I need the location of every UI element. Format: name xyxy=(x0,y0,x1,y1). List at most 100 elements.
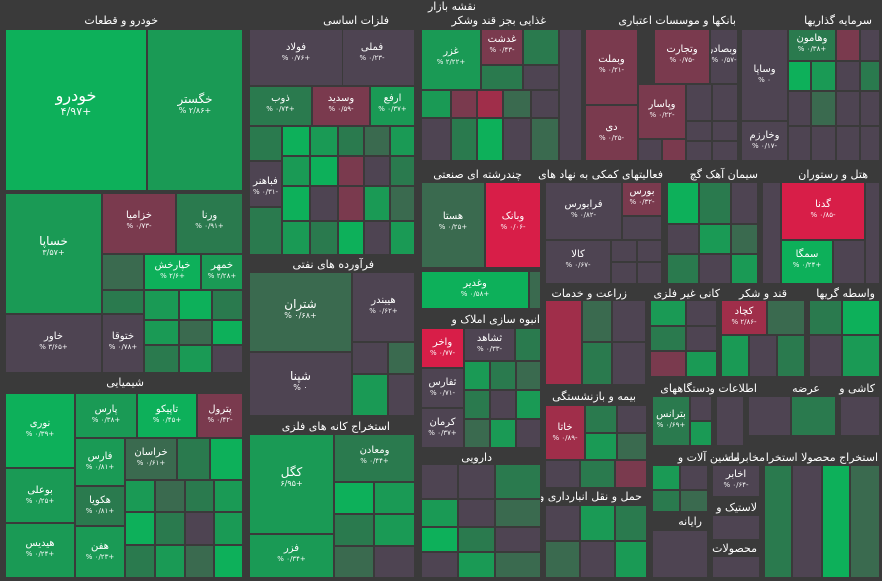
tile-unlabeled[interactable] xyxy=(421,499,458,527)
tile-unlabeled[interactable] xyxy=(212,320,243,345)
tile-unlabeled[interactable] xyxy=(523,29,559,65)
tile-vabsader[interactable]: وبصادر -۰/۵۷ % xyxy=(710,29,738,84)
tile-unlabeled[interactable] xyxy=(531,118,559,161)
tile-unlabeled[interactable] xyxy=(523,65,559,90)
tile-unlabeled[interactable] xyxy=(125,512,155,545)
tile-unlabeled[interactable] xyxy=(788,91,811,126)
tile-unlabeled[interactable] xyxy=(809,335,842,377)
tile-unlabeled[interactable] xyxy=(495,527,541,552)
tile-khmehr[interactable]: خمهر +۲/۲۸ % xyxy=(201,254,243,290)
tile-foolad[interactable]: فولاد +۰/۷۶ % xyxy=(249,29,343,86)
tile-unlabeled[interactable] xyxy=(282,186,310,221)
tile-unlabeled[interactable] xyxy=(364,156,390,186)
tile-unlabeled[interactable] xyxy=(836,61,860,91)
tile-khgostar[interactable]: خگستر +۲/۸۶ % xyxy=(147,29,243,191)
tile-kerman[interactable]: کرمان +۰/۳۷ % xyxy=(421,408,464,448)
tile-hidis[interactable]: هیدیس +۰/۲۴ % xyxy=(5,523,75,578)
tile-unlabeled[interactable] xyxy=(481,65,523,90)
tile-unlabeled[interactable] xyxy=(364,126,390,156)
tile-unlabeled[interactable] xyxy=(699,224,731,254)
tile-tapiko[interactable]: تاپیکو +۰/۴۵ % xyxy=(137,393,197,438)
tile-unlabeled[interactable] xyxy=(650,351,686,377)
tile-unlabeled[interactable] xyxy=(352,342,388,374)
tile-unlabeled[interactable] xyxy=(731,182,758,224)
tile-unlabeled[interactable] xyxy=(585,433,617,460)
tile-unlabeled[interactable] xyxy=(836,91,860,126)
tile-unlabeled[interactable] xyxy=(612,300,646,342)
tile-unlabeled[interactable] xyxy=(615,541,647,578)
tile-khtoqa[interactable]: ختوقا +۰/۷۸ % xyxy=(102,314,144,373)
tile-unlabeled[interactable] xyxy=(179,320,212,345)
tile-shepna[interactable]: شپنا ۰ % xyxy=(249,352,352,416)
tile-unlabeled[interactable] xyxy=(712,121,738,141)
tile-unlabeled[interactable] xyxy=(144,345,179,373)
tile-fabahar[interactable]: فباهنر -۰/۳۱ % xyxy=(249,161,282,207)
tile-unlabeled[interactable] xyxy=(249,126,282,161)
tile-kala[interactable]: کالا -۰/۶۷ % xyxy=(545,240,611,284)
tile-unlabeled[interactable] xyxy=(762,182,781,284)
tile-unlabeled[interactable] xyxy=(338,156,364,186)
tile-unlabeled[interactable] xyxy=(617,405,647,433)
tile-unlabeled[interactable] xyxy=(490,361,516,390)
tile-unlabeled[interactable] xyxy=(458,552,495,578)
tile-unlabeled[interactable] xyxy=(748,396,791,436)
tile-vasadid[interactable]: وسدید -۰/۵۹ % xyxy=(312,86,370,126)
tile-unlabeled[interactable] xyxy=(338,126,364,156)
tile-vsapa[interactable]: وساپا ۰ % xyxy=(741,29,788,121)
tile-unlabeled[interactable] xyxy=(388,374,415,416)
tile-unlabeled[interactable] xyxy=(680,465,708,490)
tile-khorasan[interactable]: خراسان +۰/۶۱ % xyxy=(125,438,177,480)
tile-unlabeled[interactable] xyxy=(860,91,880,126)
tile-unlabeled[interactable] xyxy=(767,300,805,335)
tile-unlabeled[interactable] xyxy=(529,271,541,309)
tile-hahan[interactable]: هفن +۰/۲۳ % xyxy=(75,526,125,578)
tile-unlabeled[interactable] xyxy=(617,433,647,460)
tile-unlabeled[interactable] xyxy=(788,61,811,91)
tile-unlabeled[interactable] xyxy=(612,342,646,385)
tile-vahamon[interactable]: وهامون +۰/۳۸ % xyxy=(788,29,836,61)
tile-noori[interactable]: نوری +۰/۳۹ % xyxy=(5,393,75,468)
tile-unlabeled[interactable] xyxy=(836,126,860,161)
tile-unlabeled[interactable] xyxy=(374,514,415,546)
tile-unlabeled[interactable] xyxy=(637,240,662,262)
tile-unlabeled[interactable] xyxy=(503,118,531,161)
tile-unlabeled[interactable] xyxy=(690,421,712,446)
tile-unlabeled[interactable] xyxy=(458,527,495,552)
tile-vpasar[interactable]: وپاسار -۰/۲۲ % xyxy=(638,84,686,139)
tile-vtejarat[interactable]: وتجارت -۰/۷۵ % xyxy=(654,29,710,84)
tile-unlabeled[interactable] xyxy=(495,552,541,578)
tile-unlabeled[interactable] xyxy=(390,221,415,255)
tile-kachad[interactable]: کچاد -۲/۸۶ % xyxy=(721,300,767,335)
tile-unlabeled[interactable] xyxy=(374,482,415,514)
tile-unlabeled[interactable] xyxy=(860,29,880,61)
tile-unlabeled[interactable] xyxy=(125,545,155,578)
tile-unlabeled[interactable] xyxy=(464,361,490,390)
tile-unlabeled[interactable] xyxy=(352,374,388,416)
tile-unlabeled[interactable] xyxy=(338,221,364,255)
tile-unlabeled[interactable] xyxy=(177,438,210,480)
tile-hasta[interactable]: هستا +۰/۲۵ % xyxy=(421,182,485,268)
tile-unlabeled[interactable] xyxy=(680,490,708,512)
tile-unlabeled[interactable] xyxy=(390,126,415,156)
tile-zob[interactable]: ذوب +۰/۷۴ % xyxy=(249,86,312,126)
tile-unlabeled[interactable] xyxy=(764,465,792,578)
tile-unlabeled[interactable] xyxy=(421,464,458,499)
tile-unlabeled[interactable] xyxy=(652,465,680,490)
tile-khazamia[interactable]: خزامیا -۰/۷۳ % xyxy=(102,193,176,254)
tile-unlabeled[interactable] xyxy=(310,156,338,186)
tile-unlabeled[interactable] xyxy=(840,396,880,436)
tile-unlabeled[interactable] xyxy=(860,61,880,91)
tile-unlabeled[interactable] xyxy=(721,335,749,377)
tile-unlabeled[interactable] xyxy=(458,464,495,499)
tile-unlabeled[interactable] xyxy=(652,490,680,512)
tile-unlabeled[interactable] xyxy=(214,480,243,512)
tile-tefars[interactable]: ثفارس -۰/۷۱ % xyxy=(421,368,464,408)
tile-unlabeled[interactable] xyxy=(451,118,477,161)
tile-unlabeled[interactable] xyxy=(102,290,144,314)
tile-akhaber[interactable]: اخابر -۰/۶۴ % xyxy=(712,465,760,497)
tile-boors[interactable]: بورس -۰/۳۲ % xyxy=(622,182,662,216)
tile-unlabeled[interactable] xyxy=(580,460,615,488)
tile-unlabeled[interactable] xyxy=(334,514,374,546)
tile-unlabeled[interactable] xyxy=(364,186,390,221)
tile-pars[interactable]: پارس +۰/۳۸ % xyxy=(75,393,137,438)
